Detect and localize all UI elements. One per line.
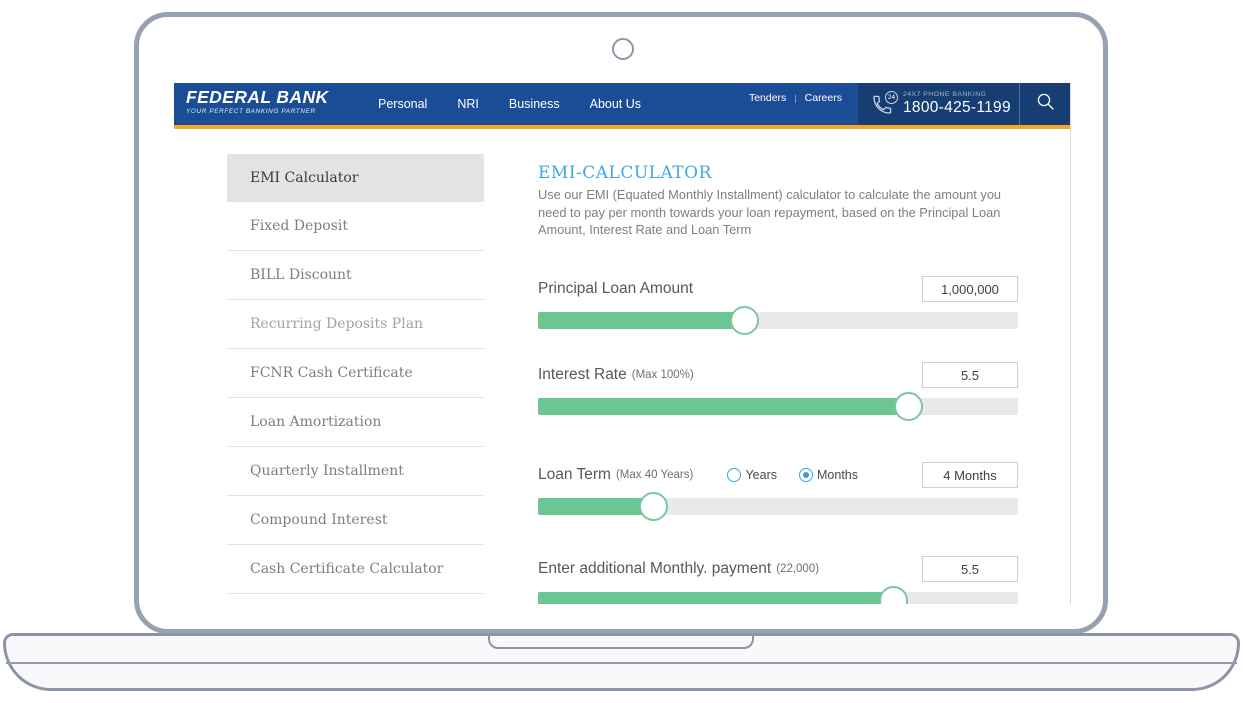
page-description: Use our EMI (Equated Monthly Installment… — [538, 187, 1002, 238]
phone-banking-button[interactable]: 24 24X7 PHONE BANKING 1800-425-1199 — [858, 83, 1019, 125]
radio-label: Years — [745, 468, 777, 482]
slider-thumb[interactable] — [879, 586, 909, 604]
slider-fill — [538, 398, 908, 415]
main-nav: Personal NRI Business About Us — [378, 83, 641, 125]
slider-group-enter-additional-monthly-payment: Enter additional Monthly. payment (22,00… — [538, 555, 1018, 604]
slider-thumb[interactable] — [893, 392, 923, 421]
nav-item-about-us[interactable]: About Us — [589, 97, 642, 111]
slider-track[interactable] — [538, 392, 1018, 421]
slider-note: (Max 100%) — [631, 369, 694, 381]
slider-fill — [538, 498, 654, 515]
phone-icon: 24 — [870, 91, 898, 117]
slider-label: Principal Loan Amount — [538, 280, 694, 297]
slider-group-loan-term: Loan Term (Max 40 Years) Years Months — [538, 461, 1018, 521]
slider-group-principal-loan-amount: Principal Loan Amount — [538, 275, 1018, 335]
nav-item-business[interactable]: Business — [508, 97, 560, 111]
header-right-panel: 24 24X7 PHONE BANKING 1800-425-1199 — [858, 83, 1070, 125]
sidebar-item-compound-interest[interactable]: Compound Interest — [227, 496, 484, 545]
laptop-hinge-notch — [488, 636, 754, 649]
top-link-careers[interactable]: Careers — [804, 92, 842, 104]
radio-selected-icon[interactable] — [799, 468, 813, 482]
search-icon — [1036, 92, 1055, 116]
calculator-panel: Principal Loan Amount Interest Rate (Max… — [538, 83, 1018, 604]
slider-value-input[interactable] — [922, 362, 1018, 388]
slider-note: (Max 40 Years) — [615, 469, 694, 481]
sidebar-item-recurring-deposits-plan[interactable]: Recurring Deposits Plan — [227, 300, 484, 349]
slider-value-input[interactable] — [922, 276, 1018, 302]
slider-note: (22,000) — [776, 563, 820, 575]
slider-fill — [538, 592, 894, 604]
slider-label: Enter additional Monthly. payment — [538, 560, 772, 577]
browser-page: FEDERAL BANK YOUR PERFECT BANKING PARTNE… — [174, 83, 1071, 604]
top-link-separator: | — [794, 93, 797, 103]
sidebar-item-bill-discount[interactable]: BILL Discount — [227, 251, 484, 300]
sidebar-item-fixed-deposit[interactable]: Fixed Deposit — [227, 202, 484, 251]
page-title: EMI-CALCULATOR — [538, 163, 712, 183]
slider-label: Interest Rate — [538, 366, 627, 383]
slider-track[interactable] — [538, 586, 1018, 604]
sidebar-item-cash-certificate-calculator[interactable]: Cash Certificate Calculator — [227, 545, 484, 594]
nav-item-nri[interactable]: NRI — [457, 97, 479, 111]
sidebar-item-loan-amortization[interactable]: Loan Amortization — [227, 398, 484, 447]
nav-item-personal[interactable]: Personal — [378, 97, 428, 111]
phone-banking-number: 1800-425-1199 — [903, 99, 1011, 116]
slider-value-input[interactable] — [922, 462, 1018, 488]
phone-banking-label: 24X7 PHONE BANKING — [903, 91, 987, 98]
radio-label: Months — [817, 468, 858, 482]
slider-group-interest-rate: Interest Rate (Max 100%) — [538, 361, 1018, 421]
slider-thumb[interactable] — [730, 306, 760, 335]
top-link-tenders[interactable]: Tenders — [748, 92, 787, 104]
sidebar-item-emi-calculator[interactable]: EMI Calculator — [227, 154, 484, 202]
slider-fill — [538, 312, 745, 329]
slider-value-input[interactable] — [922, 556, 1018, 582]
radio-unselected-icon[interactable] — [727, 468, 742, 482]
slider-thumb[interactable] — [639, 492, 669, 521]
radio-option-years[interactable]: Years — [727, 468, 777, 482]
slider-track[interactable] — [538, 306, 1018, 335]
logo-tagline: YOUR PERFECT BANKING PARTNER — [186, 108, 316, 115]
laptop-screen: FEDERAL BANK YOUR PERFECT BANKING PARTNE… — [134, 12, 1108, 634]
sidebar-item-fcnr-cash-certificate[interactable]: FCNR Cash Certificate — [227, 349, 484, 398]
phone-badge-24: 24 — [885, 91, 898, 104]
site-header: FEDERAL BANK YOUR PERFECT BANKING PARTNE… — [174, 83, 1070, 129]
search-button[interactable] — [1019, 83, 1070, 125]
webcam-icon — [612, 38, 634, 60]
laptop-base-divider — [6, 662, 1237, 664]
federal-bank-logo[interactable]: FEDERAL BANK YOUR PERFECT BANKING PARTNE… — [186, 87, 329, 116]
logo-title: FEDERAL BANK — [186, 87, 329, 107]
radio-option-months[interactable]: Months — [799, 468, 858, 482]
radio-group: Years Months — [727, 468, 858, 482]
sidebar-item-quarterly-installment[interactable]: Quarterly Installment — [227, 447, 484, 496]
sidebar: EMI Calculator Fixed Deposit BILL Discount… — [227, 154, 484, 594]
slider-track[interactable] — [538, 492, 1018, 521]
slider-label: Loan Term — [538, 466, 611, 483]
top-links: Tenders | Careers — [749, 92, 842, 104]
